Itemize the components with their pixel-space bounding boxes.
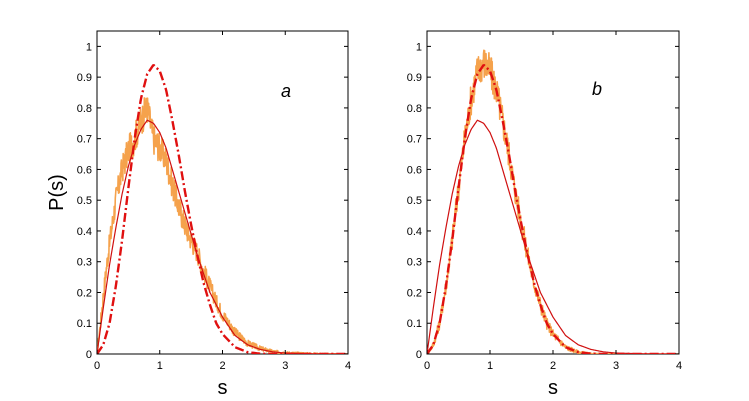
panel-b-ytick-label: 0.2: [407, 287, 422, 299]
panel-a-ytick-label: 0.2: [77, 287, 92, 299]
panel-a-xtick-label: 1: [157, 360, 163, 372]
panel-b-ytick-label: 0.1: [407, 318, 422, 330]
panel-a-ytick-label: 0.3: [77, 257, 92, 269]
panel-b-xtick-label: 2: [550, 360, 556, 372]
panel-b-panel-tag: b: [592, 79, 602, 99]
panel-b-ytick-label: 0.4: [407, 226, 422, 238]
panel-a-series-dashdot-curve: [97, 64, 348, 354]
panel-a-xtick-label: 2: [219, 360, 225, 372]
panel-a-panel-tag: a: [281, 81, 291, 101]
panel-a-ytick-label: 0.6: [77, 164, 92, 176]
panel-b-series-group: [427, 49, 679, 354]
panel-b-xtick-label: 0: [424, 360, 430, 372]
panel-b-ytick-label: 0.9: [407, 72, 422, 84]
panel-b-ytick-label: 0.7: [407, 134, 422, 146]
panel-b-series-histogram: [427, 49, 679, 354]
panel-a-plot-area: [96, 30, 349, 355]
panel-a-ytick-label: 0.1: [77, 318, 92, 330]
panel-a-ytick-label: 1: [86, 41, 92, 53]
panel-b-ytick-label: 0.6: [407, 164, 422, 176]
panel-b-ytick-label: 0: [416, 349, 422, 361]
panel-b-xtick-label: 1: [487, 360, 493, 372]
panel-a-xtick-label: 3: [282, 360, 288, 372]
panel-b-x-axis-label: s: [548, 377, 558, 399]
panel-b-plot-area: [426, 30, 680, 355]
panel-a-x-axis-label: s: [218, 377, 228, 399]
panel-b-xtick-label: 3: [613, 360, 619, 372]
panel-a-ytick-label: 0: [86, 349, 92, 361]
panel-b-ytick-label: 0.8: [407, 103, 422, 115]
panel-b: 0 1 2 3 4 0 0.1 0.2 0.3 0.4 0.5 0.6 0.7 0.8 0.9 1 s b: [407, 30, 682, 399]
panel-b-ytick-label: 1: [416, 41, 422, 53]
panel-b-ytick-label: 0.3: [407, 257, 422, 269]
panel-a-ytick-label: 0.7: [77, 134, 92, 146]
panel-a-y-axis-label: P(s): [46, 174, 68, 211]
panel-a-series-group: [97, 64, 348, 354]
panel-a-ytick-label: 0.5: [77, 195, 92, 207]
panel-a-ytick-label: 0.8: [77, 103, 92, 115]
panel-b-series-dashdot-curve: [427, 64, 679, 354]
panel-b-xtick-label: 4: [676, 360, 682, 372]
panel-a-xtick-label: 4: [345, 360, 351, 372]
panel-a-xtick-label: 0: [94, 360, 100, 372]
panel-a-ytick-label: 0.4: [77, 226, 92, 238]
panel-a-ytick-label: 0.9: [77, 72, 92, 84]
panel-b-ytick-label: 0.5: [407, 195, 422, 207]
panel-a: 0 1 2 3 4 0 0.1 0.2 0.3 0.4 0.5 0.6 0.7 0.8 0.9 1 s P(s) a: [46, 30, 351, 399]
